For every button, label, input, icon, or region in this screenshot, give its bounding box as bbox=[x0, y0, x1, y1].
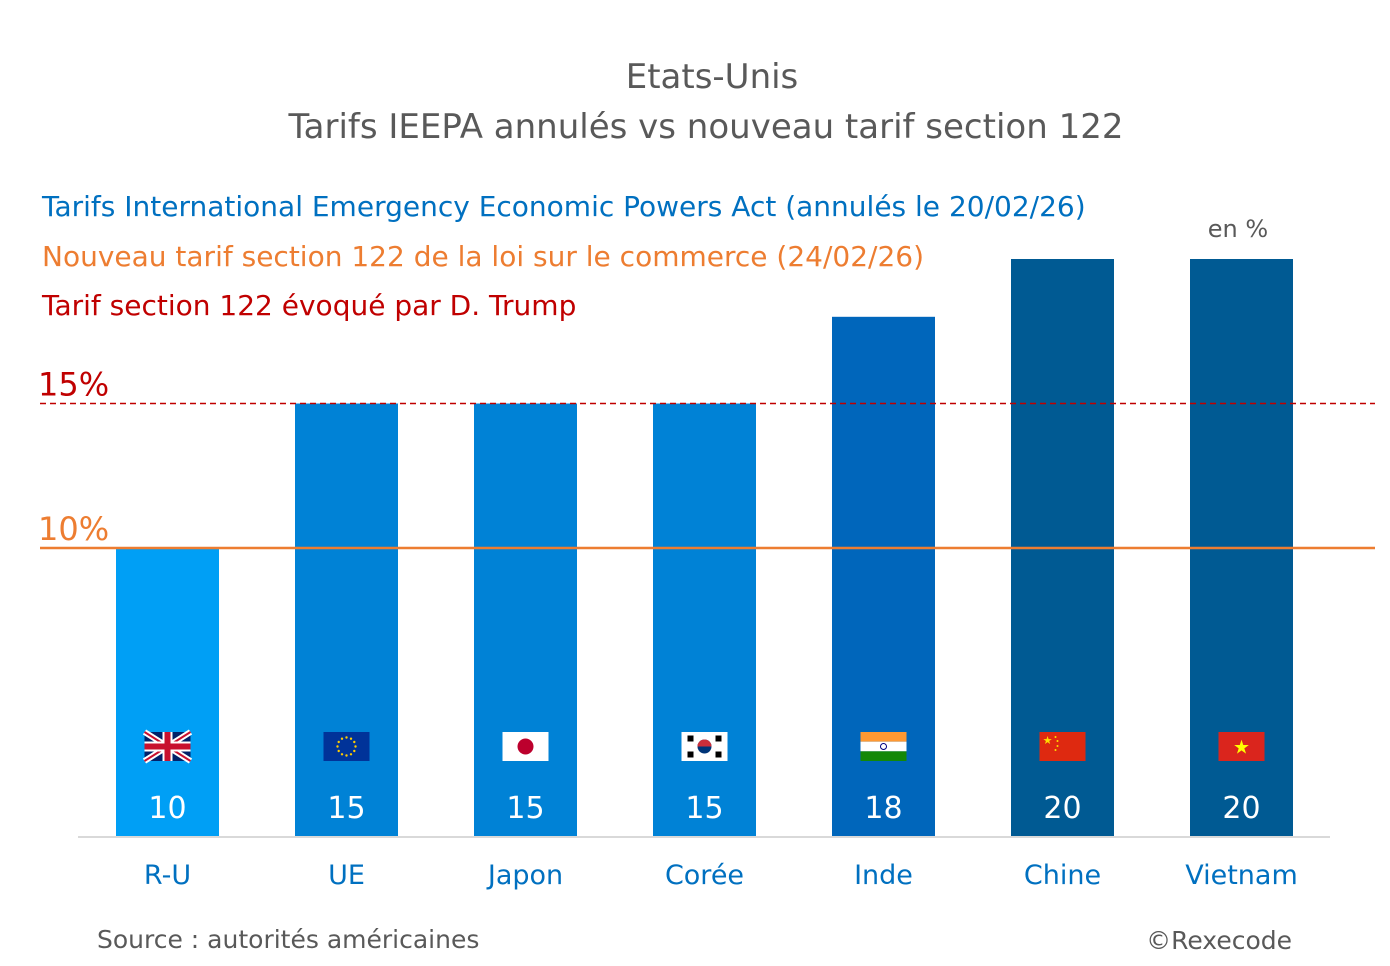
category-label: Japon bbox=[486, 860, 563, 891]
category-label: Vietnam bbox=[1185, 860, 1298, 891]
reference-label-15: 15% bbox=[38, 366, 109, 404]
bar-corée bbox=[653, 403, 756, 837]
data-label: 15 bbox=[685, 791, 723, 826]
bar-japon bbox=[474, 403, 577, 837]
category-label: Corée bbox=[665, 860, 744, 891]
legend-ieepa: Tarifs International Emergency Economic … bbox=[41, 190, 1086, 223]
eu-flag-icon bbox=[323, 732, 370, 761]
legend-section-122: Nouveau tarif section 122 de la loi sur … bbox=[42, 240, 924, 273]
category-label: R-U bbox=[144, 860, 191, 891]
category-label: Inde bbox=[854, 860, 913, 891]
india-flag-icon bbox=[860, 732, 907, 761]
chart-subtitle: Tarifs IEEPA annulés vs nouveau tarif se… bbox=[288, 107, 1124, 147]
category-label: Chine bbox=[1024, 860, 1101, 891]
data-label: 20 bbox=[1043, 791, 1081, 826]
chart-title: Etats-Unis bbox=[626, 57, 799, 97]
data-label: 15 bbox=[327, 791, 365, 826]
legend-trump-tariff: Tarif section 122 évoqué par D. Trump bbox=[41, 289, 576, 322]
bar-r-u bbox=[116, 548, 219, 837]
unit-note: en % bbox=[1208, 215, 1268, 243]
data-label: 20 bbox=[1222, 791, 1260, 826]
copyright: ©Rexecode bbox=[1146, 926, 1292, 955]
data-label: 15 bbox=[506, 791, 544, 826]
data-label: 18 bbox=[864, 791, 902, 826]
vietnam-flag-icon: ★ bbox=[1218, 732, 1265, 761]
korea-flag-icon bbox=[681, 732, 728, 761]
bar-ue bbox=[295, 403, 398, 837]
source-note: Source : autorités américaines bbox=[97, 925, 479, 954]
category-label: UE bbox=[328, 860, 365, 891]
china-flag-icon: ★ bbox=[1039, 732, 1086, 761]
data-label: 10 bbox=[148, 791, 186, 826]
uk-flag-icon bbox=[142, 729, 193, 764]
japan-flag-icon bbox=[502, 732, 549, 761]
svg-text:★: ★ bbox=[1233, 737, 1250, 759]
svg-text:★: ★ bbox=[1043, 734, 1053, 747]
reference-label-10: 10% bbox=[38, 510, 109, 548]
